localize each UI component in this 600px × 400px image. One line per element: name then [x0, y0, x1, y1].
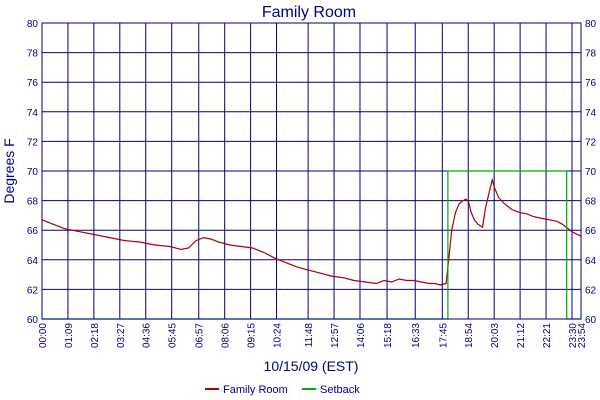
y-tick-label-right: 60	[585, 315, 597, 326]
y-tick-label-left: 80	[27, 19, 39, 30]
series-layer	[41, 170, 582, 320]
series-line-setback	[42, 170, 581, 320]
x-tick-label: 20:03	[490, 323, 501, 348]
x-tick-label: 10:24	[273, 323, 284, 348]
x-tick-label: 12:57	[330, 323, 341, 348]
x-tick-label: 00:00	[38, 323, 49, 348]
x-tick-label: 03:27	[116, 323, 127, 348]
y-axis-label: Degrees F	[1, 138, 17, 203]
y-tick-label-right: 74	[585, 108, 597, 119]
x-tick-label: 16:33	[411, 323, 422, 348]
y-tick-label-right: 62	[585, 285, 597, 296]
x-tick-label: 02:18	[90, 323, 101, 348]
chart-title: Family Room	[262, 4, 356, 21]
y-tick-label-left: 76	[27, 78, 39, 89]
x-tick-label: 17:45	[438, 323, 449, 348]
y-tick-label-right: 66	[585, 226, 597, 237]
y-tick-label-right: 76	[585, 78, 597, 89]
y-tick-label-right: 78	[585, 49, 597, 60]
x-tick-label: 01:09	[64, 323, 75, 348]
x-tick-label: 21:12	[516, 323, 527, 348]
x-tick-label: 23:54	[577, 323, 588, 348]
y-axis-right: 60 62 64 66 68 70 72 74 76 78 80	[585, 19, 597, 326]
x-tick-label: 04:36	[142, 323, 153, 348]
y-tick-label-right: 68	[585, 197, 597, 208]
y-tick-label-right: 64	[585, 256, 597, 267]
series-line-family-room	[41, 177, 582, 286]
legend-label-setback: Setback	[320, 384, 360, 396]
y-tick-label-left: 62	[27, 285, 39, 296]
x-tick-label: 22:21	[542, 323, 553, 348]
y-tick-label-left: 64	[27, 256, 39, 267]
x-tick-label: 09:15	[247, 323, 258, 348]
y-tick-label-left: 70	[27, 167, 39, 178]
y-tick-label-left: 68	[27, 197, 39, 208]
legend-label-family-room: Family Room	[223, 384, 288, 396]
x-tick-label: 23:30	[568, 323, 579, 348]
y-axis-left: 60 62 64 66 68 70 72 74 76 78 80	[27, 19, 39, 326]
x-tick-label: 05:45	[168, 323, 179, 348]
y-tick-label-right: 72	[585, 137, 597, 148]
y-tick-label-right: 70	[585, 167, 597, 178]
x-axis: 00:00 01:09 02:18 03:27 04:36 05:45 06:57 08:06…	[38, 323, 588, 348]
y-tick-label-left: 74	[27, 108, 39, 119]
x-tick-label: 08:06	[221, 323, 232, 348]
plot-frame	[41, 22, 582, 320]
x-tick-label: 06:57	[195, 323, 206, 348]
y-tick-label-left: 78	[27, 49, 39, 60]
x-tick-label: 18:54	[464, 323, 475, 348]
x-axis-label: 10/15/09 (EST)	[264, 358, 359, 374]
x-tick-label: 14:06	[356, 323, 367, 348]
x-tick-label: 11:48	[304, 323, 315, 348]
y-tick-label-right: 80	[585, 19, 597, 30]
x-tick-label: 15:18	[383, 323, 394, 348]
y-tick-label-left: 72	[27, 137, 39, 148]
y-tick-label-left: 66	[27, 226, 39, 237]
y-tick-label-left: 60	[27, 315, 39, 326]
legend: Family Room Setback	[205, 384, 360, 396]
